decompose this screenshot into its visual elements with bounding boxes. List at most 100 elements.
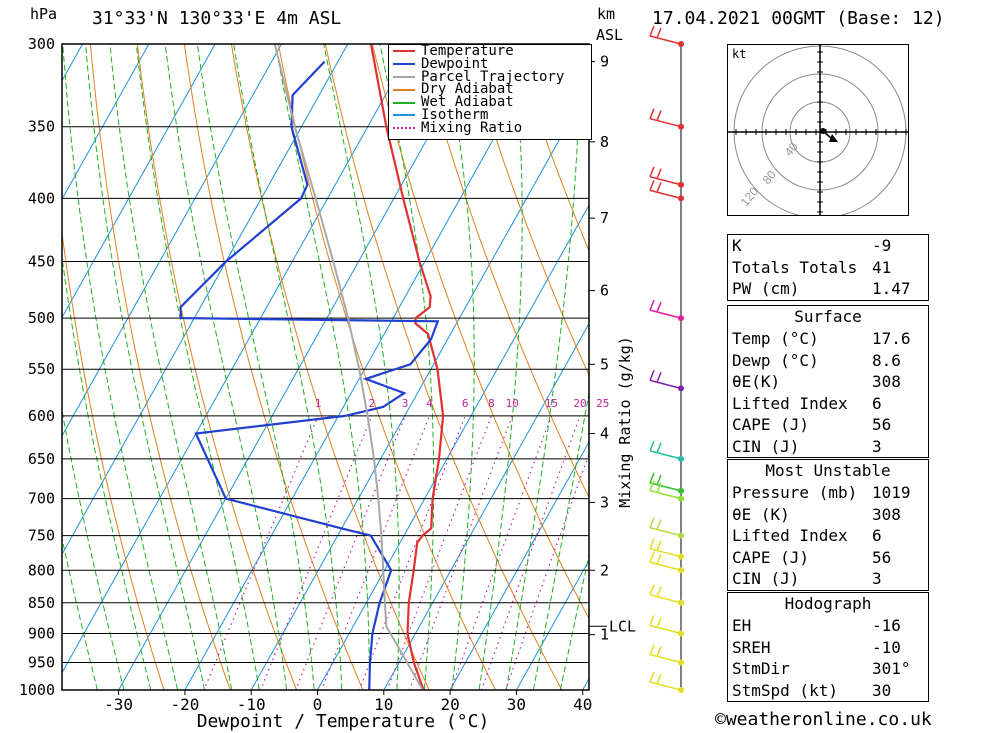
pressure-tick-label: 600: [28, 407, 55, 425]
pressure-tick-label: 650: [28, 450, 55, 468]
pressure-tick-label: 450: [28, 253, 55, 271]
wind-barb-feather: [656, 442, 662, 454]
pressure-tick-label: 300: [28, 35, 55, 53]
legend-swatch: [393, 101, 415, 104]
lcl-label: LCL: [609, 617, 636, 635]
stats-value: 301°: [872, 659, 911, 678]
wind-barb-feather: [649, 166, 655, 178]
isotherm-line: [62, 44, 349, 556]
wind-barb-feather: [649, 517, 655, 528]
mixing-ratio-label: 15: [545, 397, 558, 410]
pressure-tick-label: 400: [28, 189, 55, 207]
stats-label: EH: [732, 616, 752, 635]
stats-row: Temp (°C) 17.6: [728, 328, 928, 350]
wind-barb: [649, 189, 682, 200]
dry-adiabat-line: [418, 44, 589, 499]
x-tick-label: 0: [313, 695, 323, 714]
stats-row: CIN (J) 3: [728, 436, 928, 458]
x-tick-label: -10: [237, 695, 266, 714]
stats-label: CIN (J): [732, 569, 800, 588]
stats-value: 30: [872, 680, 892, 700]
stats-indices: K -9 Totals Totals 41 PW (cm) 1.47: [727, 234, 929, 301]
legend-label: Mixing Ratio: [421, 119, 523, 136]
isotherm-line: [62, 44, 150, 201]
wind-barb-feather: [649, 440, 655, 452]
wind-barb-feather: [649, 25, 655, 37]
mixing-ratio-label: 20: [573, 397, 586, 410]
hodo-trace: [822, 130, 832, 139]
isotherm-line: [316, 204, 589, 690]
plot-frame: [61, 43, 590, 691]
wind-barb-feather: [656, 482, 662, 493]
legend-label: Parcel Trajectory: [421, 68, 565, 85]
isotherm-line: [383, 322, 589, 690]
wind-barb-feather: [649, 671, 655, 683]
mixing-ratio-label: 25: [596, 397, 609, 410]
mixing-ratio-line: [480, 415, 581, 690]
wind-barb: [649, 624, 682, 635]
wind-barb: [649, 35, 682, 45]
wind-barb-feather: [656, 168, 662, 180]
stats-section-title: Hodograph: [784, 594, 872, 613]
height-tick-label: 8: [600, 133, 609, 151]
pressure-tick-label: 500: [28, 309, 55, 327]
wet-adiabat-line: [85, 44, 206, 690]
wind-barb: [649, 681, 682, 691]
stats-label: θE (K): [732, 504, 790, 524]
stats-value: 6: [872, 393, 882, 413]
wind-barb-feather: [656, 182, 662, 193]
height-tick-label: 9: [600, 53, 609, 71]
wind-barb-feather: [649, 180, 655, 191]
wet-adiabat-line: [443, 44, 475, 690]
height-tick-label: 5: [600, 355, 609, 373]
legend-swatch: [393, 63, 415, 66]
stats-value: 8.6: [872, 350, 901, 370]
stats-most-unstable: Most Unstable Pressure (mb) 1019 θE (K) 308 L…: [727, 459, 929, 591]
stats-label: Dewp (°C): [732, 350, 819, 370]
wind-barb-feather: [649, 584, 655, 596]
hodo-ring-label: 40: [782, 139, 802, 158]
isotherm-line: [62, 44, 216, 319]
series-dewpoint: [179, 60, 440, 690]
wind-barb-feather: [656, 617, 662, 628]
stats-section-title: Most Unstable: [765, 461, 891, 480]
wind-barb: [649, 489, 682, 500]
pressure-unit: hPa: [30, 5, 58, 23]
stats-row: PW (cm) 1.47: [728, 278, 928, 300]
stats-value: 56: [872, 547, 892, 567]
wind-barb-feather: [656, 553, 662, 565]
wind-level-dot: [678, 123, 684, 130]
legend-swatch: [393, 127, 415, 130]
wet-adiabat-line: [164, 44, 288, 690]
wind-barb-feather: [649, 538, 655, 549]
mixing-ratio-line: [358, 415, 466, 690]
stats-label: Temp (°C): [732, 329, 819, 348]
wind-barb-feather: [656, 673, 662, 685]
legend-label: Temperature: [421, 43, 514, 59]
dry-adiabat-line: [183, 44, 364, 690]
isotherm-line: [515, 559, 589, 690]
x-tick-label: 20: [440, 695, 459, 714]
mixing-ratio-label: 4: [426, 397, 433, 410]
pressure-tick-label: 350: [28, 118, 55, 136]
legend-label: Dewpoint: [421, 55, 489, 72]
datetime-label: 17.04.2021 00GMT (Base: 12): [652, 8, 945, 29]
stats-value: 6: [872, 526, 882, 545]
stats-value: -16: [872, 616, 901, 635]
stats-value: -9: [872, 236, 892, 255]
wind-barb: [649, 379, 682, 390]
pressure-tick-label: 950: [28, 653, 55, 671]
stats-value: 1019: [872, 483, 911, 502]
stats-row: Pressure (mb) 1019: [728, 482, 928, 504]
legend-label: Isotherm: [421, 106, 489, 123]
isotherm-line: [449, 440, 589, 690]
wind-barb: [649, 450, 682, 460]
x-axis-label: Dewpoint / Temperature (°C): [197, 711, 490, 732]
dry-adiabat-line: [89, 44, 231, 690]
stats-label: Lifted Index: [732, 526, 848, 545]
mixing-ratio-label: 3: [402, 397, 409, 410]
stats-label: PW (cm): [732, 279, 800, 298]
wind-barb: [649, 309, 682, 319]
height-unit: km: [597, 5, 616, 23]
